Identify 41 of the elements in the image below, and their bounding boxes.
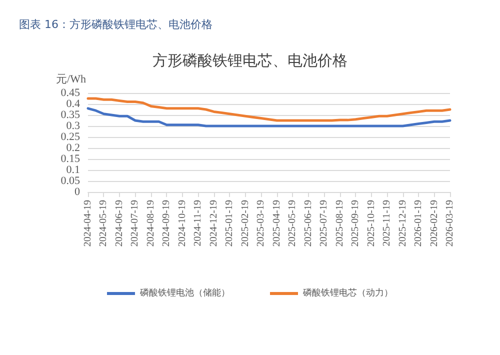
x-tick-label: 2025-01-19 (224, 200, 236, 247)
line-series (86, 107, 452, 128)
x-tick-label: 2025-02-19 (240, 200, 251, 247)
x-tick-label: 2025-05-19 (287, 200, 298, 247)
legend-label: 磷酸铁锂电芯（动力） (302, 288, 393, 298)
y-tick-label: 0.3 (66, 120, 80, 132)
x-tick-label: 2024-10-19 (176, 200, 188, 247)
y-tick-label: 0.4 (66, 98, 80, 110)
y-tick-label: 0.15 (60, 153, 80, 165)
y-tick-label: 0.1 (66, 164, 80, 176)
chart-subtitle: 方形磷酸铁锂电芯、电池价格 (152, 52, 348, 70)
x-tick-label: 2024-09-19 (161, 200, 172, 247)
x-tick-label: 2025-06-19 (302, 200, 314, 247)
y-axis-title: 元/Wh (56, 74, 86, 86)
x-tick-label: 2025-09-19 (350, 200, 362, 247)
x-tick-label: 2025-08-19 (334, 200, 346, 247)
x-tick-label: 2024-04-19 (82, 200, 94, 247)
y-tick-label: 0.35 (60, 109, 80, 121)
y-tick-label: 0.45 (60, 87, 80, 99)
x-tick-label: 2024-08-19 (145, 200, 156, 247)
x-tick-label: 2025-07-19 (318, 200, 330, 247)
chart-title: 图表 16：方形磷酸铁锂电芯、电池价格 (19, 18, 212, 31)
x-tick-label: 2025-12-19 (397, 200, 408, 247)
x-tick-label: 2025-11-19 (382, 200, 393, 246)
x-tick-label: 2026-03-19 (444, 200, 456, 247)
line-series (86, 97, 452, 122)
y-tick-label: 0.2 (66, 142, 80, 154)
x-tick-label: 2025-10-19 (366, 200, 377, 247)
y-tick-label: 0.25 (60, 131, 80, 143)
y-tick-label: 0 (74, 186, 80, 198)
legend-label: 磷酸铁锂电池（储能） (139, 288, 230, 298)
y-tick-label: 0.05 (60, 175, 80, 187)
x-tick-label: 2024-07-19 (130, 200, 141, 247)
x-tick-label: 2025-03-19 (256, 200, 267, 247)
x-tick-label: 2024-12-19 (208, 200, 220, 247)
x-tick-label: 2024-05-19 (98, 200, 110, 247)
x-tick-label: 2026-02-19 (428, 200, 440, 247)
x-tick-label: 2024-11-19 (192, 200, 204, 246)
x-tick-label: 2026-01-19 (413, 200, 424, 247)
x-tick-label: 2024-06-19 (114, 200, 125, 247)
x-tick-label: 2025-04-19 (271, 200, 282, 247)
